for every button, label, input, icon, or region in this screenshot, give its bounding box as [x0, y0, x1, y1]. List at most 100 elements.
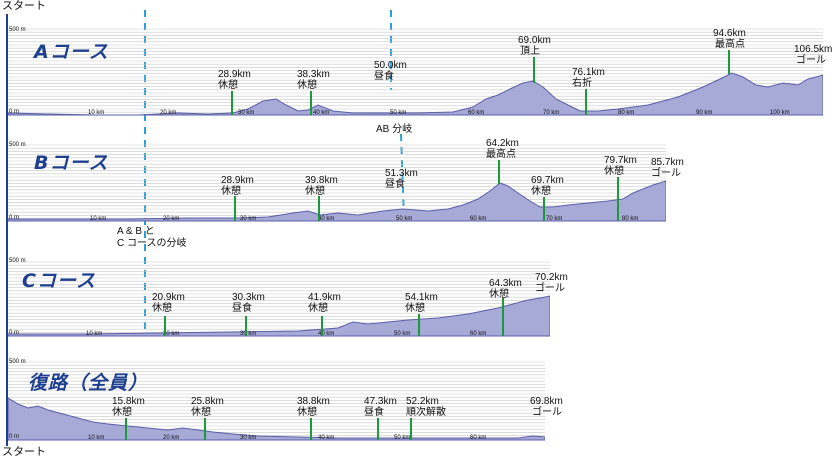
course-c-tick-1: 10 km — [86, 331, 103, 337]
branch-abc-label-1: A & B と — [117, 226, 155, 237]
course-return-marker-label: 休憩 — [297, 407, 317, 418]
course-c-tick-4: 40 km — [318, 331, 335, 337]
course-a-panel: 500 m 0 m Aコース 10 km 20 km 30 km 40 km 5… — [8, 25, 832, 118]
course-c-tick-3: 30 km — [240, 331, 257, 337]
course-b-marker-km: 85.7km — [651, 157, 684, 168]
course-c-axis-zero: 0 m — [9, 330, 20, 336]
course-b-marker-label: 休憩 — [305, 186, 325, 197]
course-a-elevation-area — [8, 72, 823, 116]
course-return-axis-top: 500 m — [9, 359, 26, 365]
course-c-marker-km: 30.3km — [232, 292, 265, 303]
course-b-tick-8: 80 km — [622, 216, 639, 222]
course-a-tick-2: 20 km — [160, 110, 177, 116]
course-b-marker-line — [543, 197, 545, 221]
course-b-x-ticks: 10 km 20 km 30 km 40 km 50 km 60 km 70 k… — [8, 214, 666, 222]
course-c-marker-line — [418, 314, 420, 336]
course-a-marker-label: 休憩 — [218, 80, 238, 91]
course-a-marker-km: 76.1km — [572, 67, 605, 78]
course-a-marker-km: 69.0km — [518, 35, 551, 46]
course-a-marker-line — [585, 89, 587, 115]
course-return-title: 復路（全員） — [28, 372, 149, 394]
course-c-marker-label: 昼食 — [232, 303, 252, 314]
course-c-panel: 500 m 0 m Cコース 10 km 20 km 30 km 40 km 5… — [8, 258, 568, 338]
course-return-tick-3: 30 km — [240, 435, 257, 441]
course-c-chart — [8, 261, 550, 337]
course-c-marker-line — [164, 316, 166, 336]
branch-abc-label-2: C コースの分岐 — [117, 238, 187, 249]
course-b-marker-km: 64.2km — [486, 138, 519, 149]
course-a-tick-10: 100 km — [770, 110, 790, 116]
course-b-panel: 500 m 0 m Bコース 10 km 20 km 30 km 40 km 5… — [8, 138, 684, 223]
course-c-marker-km: 64.3km — [489, 278, 522, 289]
start-label-top: スタート — [2, 0, 46, 12]
course-b-tick-2: 20 km — [163, 216, 180, 222]
course-return-tick-1: 10 km — [88, 435, 105, 441]
branch-ab-label: AB 分岐 — [376, 124, 413, 135]
course-c-marker-line — [502, 298, 504, 336]
course-b-marker-line — [498, 160, 500, 184]
course-return-marker-line — [377, 418, 379, 440]
course-return-axis-zero: 0 m — [9, 434, 20, 440]
course-c-tick-6: 60 km — [470, 331, 487, 337]
course-c-marker-label: 休憩 — [308, 303, 328, 314]
course-a-marker-line — [231, 91, 233, 115]
course-b-marker-label: 休憩 — [531, 186, 551, 197]
course-b-marker-km: 39.8km — [305, 175, 338, 186]
course-a-marker-km: 94.6km — [713, 28, 746, 39]
course-return-marker-label: 休憩 — [191, 407, 211, 418]
course-a-x-ticks: 10 km 20 km 30 km 40 km 50 km 60 km 70 k… — [8, 108, 823, 116]
course-b-marker-line — [617, 177, 619, 221]
course-return-gridlines — [8, 361, 545, 436]
course-c-marker-label: 休憩 — [489, 289, 509, 300]
course-return-marker-km: 52.2km — [406, 396, 439, 407]
course-return-marker-label: 昼食 — [364, 407, 384, 418]
course-b-chart — [8, 144, 666, 222]
course-b-tick-1: 10 km — [90, 216, 107, 222]
course-return-marker-line — [310, 418, 312, 440]
course-return-marker-line — [125, 418, 127, 440]
start-label-bottom: スタート — [2, 446, 46, 458]
course-c-tick-5: 50 km — [394, 331, 411, 337]
course-c-tick-2: 20 km — [163, 331, 180, 337]
course-return-marker-label: ゴール — [532, 407, 562, 418]
course-a-tick-7: 70 km — [543, 110, 560, 116]
course-c-x-ticks: 10 km 20 km 30 km 40 km 50 km 60 km — [8, 329, 550, 337]
course-b-marker-label: 最高点 — [486, 149, 516, 160]
course-a-tick-4: 40 km — [313, 110, 330, 116]
course-a-marker-label: ゴール — [796, 55, 826, 66]
course-b-marker-km: 69.7km — [531, 175, 564, 186]
course-c-axis-top: 500 m — [9, 258, 26, 264]
course-c-title: Cコース — [22, 270, 96, 292]
course-a-marker-km: 50.0km — [374, 60, 407, 71]
course-c-marker-label: ゴール — [535, 283, 565, 294]
course-b-tick-5: 50 km — [396, 216, 413, 222]
course-b-marker-label: ゴール — [651, 168, 681, 179]
course-a-marker-label: 最高点 — [715, 39, 745, 50]
course-return-marker-label: 休憩 — [112, 407, 132, 418]
course-a-marker-label: 右折 — [572, 78, 592, 89]
course-a-tick-1: 10 km — [88, 110, 105, 116]
course-b-axis-top: 500 m — [9, 142, 26, 148]
course-b-tick-3: 30 km — [240, 216, 257, 222]
course-b-marker-km: 51.3km — [385, 168, 418, 179]
course-b-marker-label: 休憩 — [604, 166, 624, 177]
course-a-tick-9: 90 km — [696, 110, 713, 116]
course-b-marker-label: 昼食 — [385, 179, 405, 190]
course-b-elevation-area — [8, 180, 666, 222]
course-c-marker-line — [321, 316, 323, 336]
course-b-marker-line — [318, 196, 320, 221]
course-b-marker-label: 休憩 — [221, 186, 241, 197]
course-return-panel: 500 m 0 m 復路（全員） 10 km 20 km 30 km 40 km… — [8, 358, 563, 442]
course-b-marker-line — [234, 196, 236, 221]
course-return-marker-line — [410, 418, 412, 440]
course-b-tick-7: 70 km — [546, 216, 563, 222]
course-a-marker-km: 28.9km — [218, 69, 251, 80]
course-b-axis-zero: 0 m — [9, 215, 20, 221]
course-c-marker-km: 54.1km — [405, 292, 438, 303]
course-c-marker-km: 41.9km — [308, 292, 341, 303]
course-return-marker-km: 15.8km — [112, 396, 145, 407]
course-b-marker-km: 79.7km — [604, 155, 637, 166]
course-a-marker-label: 休憩 — [297, 80, 317, 91]
course-c-marker-km: 20.9km — [152, 292, 185, 303]
course-a-marker-km: 106.5km — [794, 44, 832, 55]
